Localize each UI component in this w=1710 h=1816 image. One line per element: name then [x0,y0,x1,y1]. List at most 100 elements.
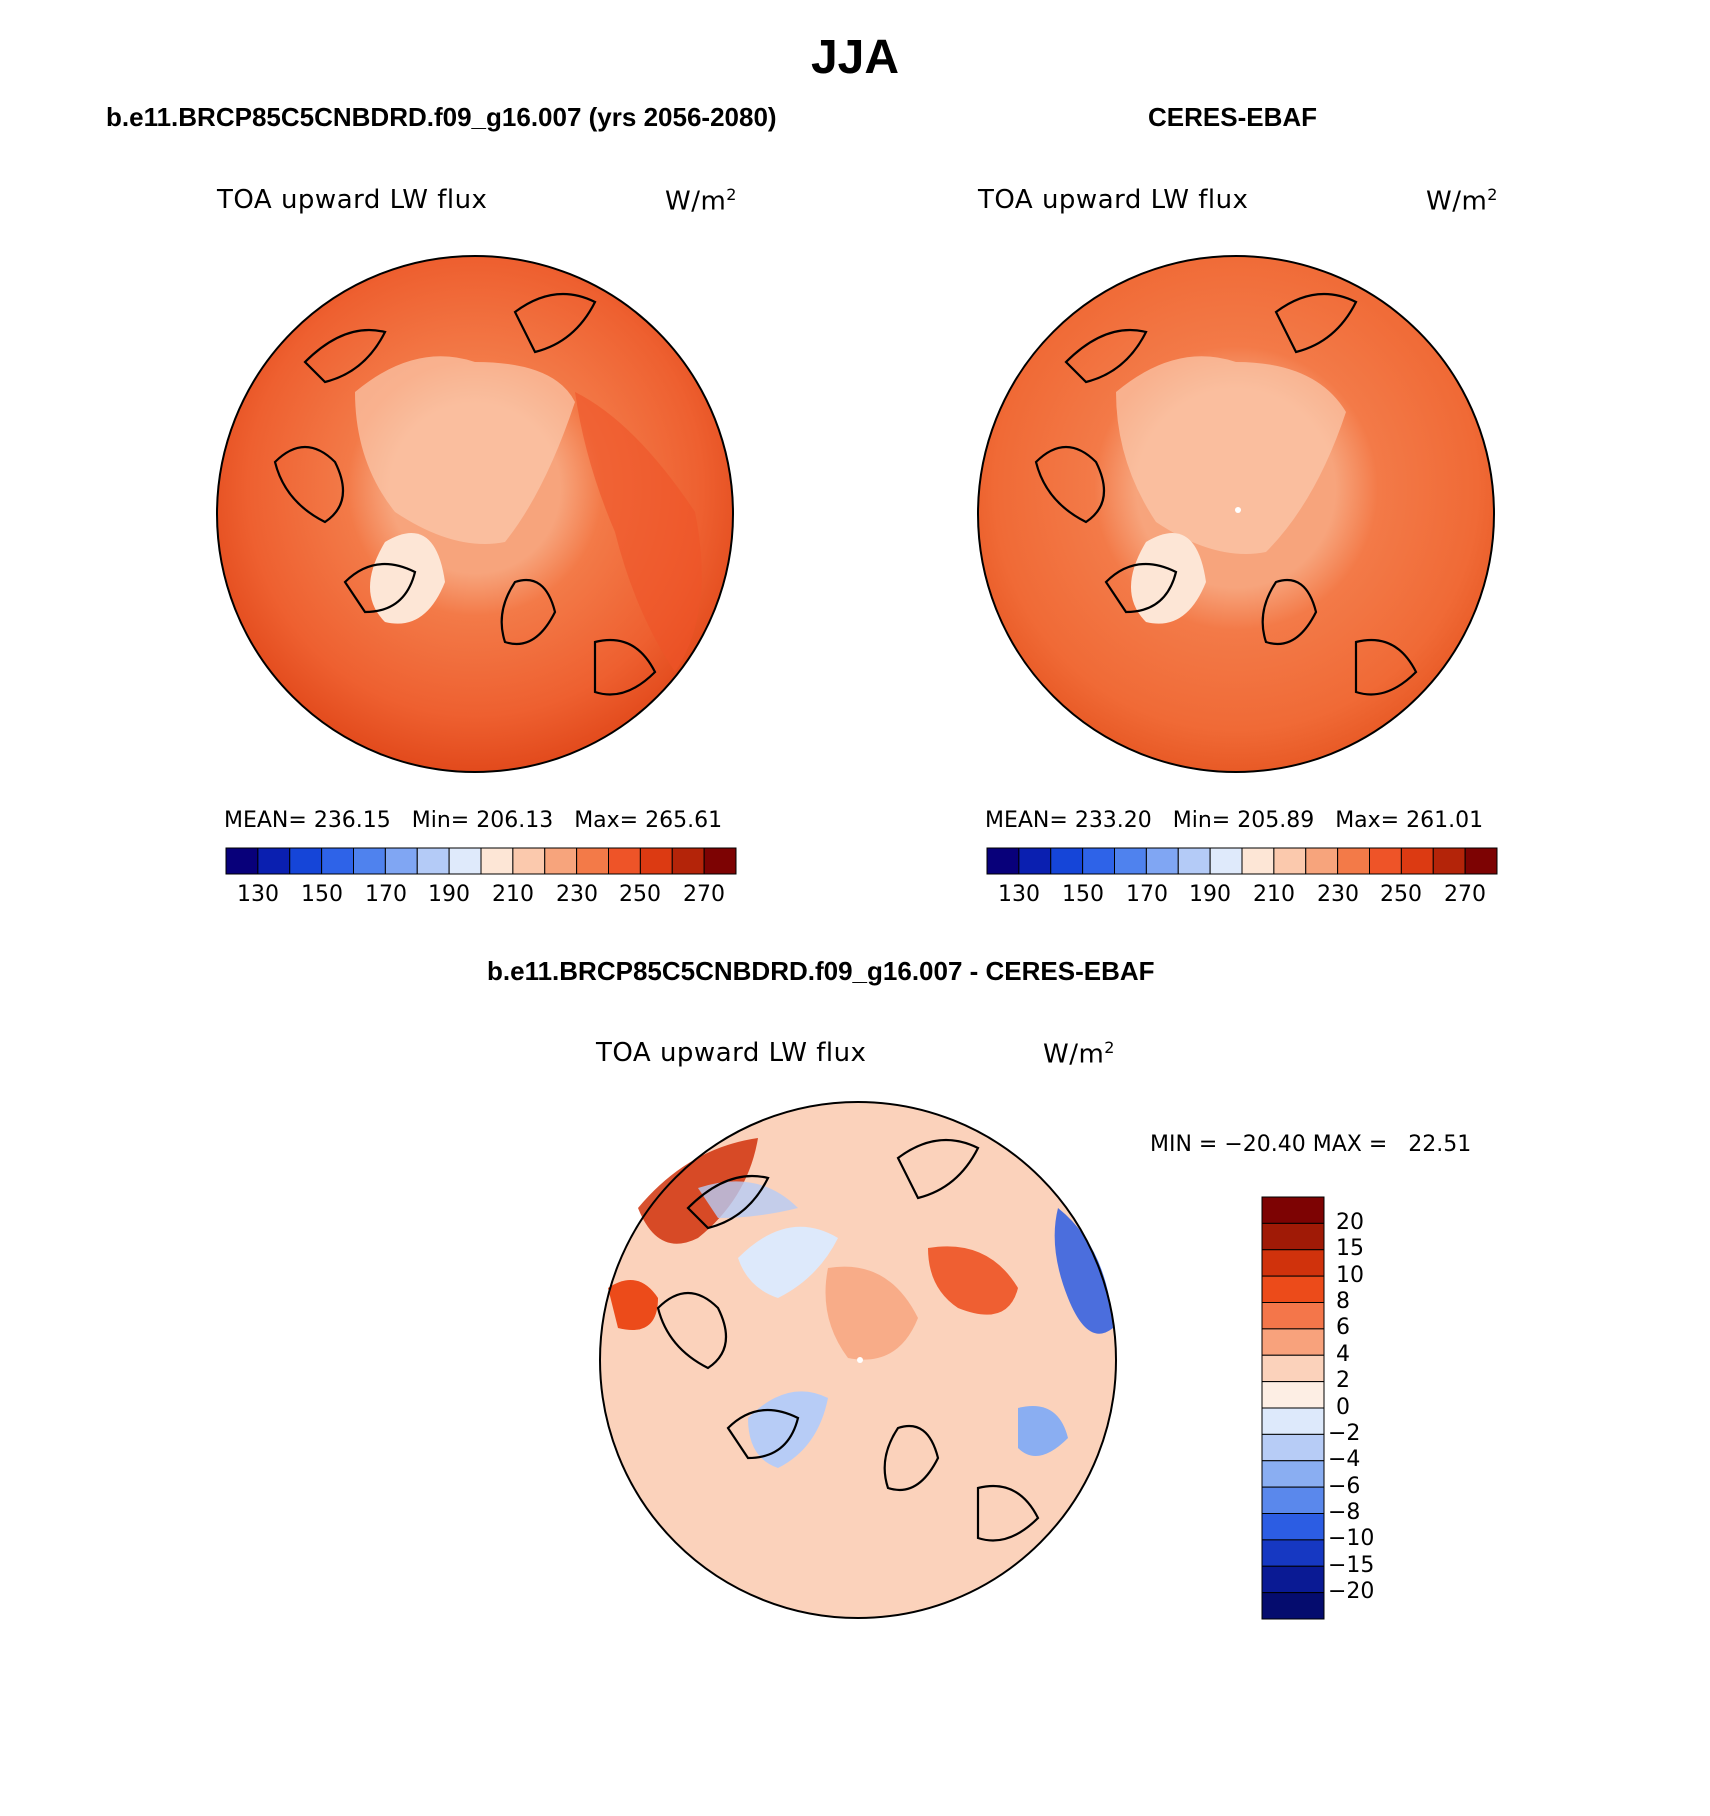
strong-negative-region [1054,1208,1113,1334]
cb3-tick-20: 20 [1336,1210,1364,1235]
cb2-tick-190: 190 [1189,882,1231,907]
panel-1-title: b.e11.BRCP85C5CNBDRD.f09_g16.007 (yrs 20… [106,102,777,132]
colorbar-swatch [353,847,386,875]
cb3-tick-0: 0 [1336,1395,1350,1420]
negative-region-north [698,1181,798,1218]
figure-title: JJA [810,31,900,84]
colorbar-swatch [1261,1275,1325,1303]
colorbar-swatch [225,847,259,875]
panel-3-stats: MIN = −20.40 MAX = 22.51 [1150,1132,1472,1157]
colorbar-swatch [1261,1381,1325,1409]
cb3-tick-neg20: −20 [1328,1579,1375,1604]
cb2-tick-150: 150 [1062,882,1104,907]
units-exponent: 2 [726,185,737,204]
cb3-tick-15: 15 [1336,1236,1364,1261]
arctic-region [355,356,575,544]
colorbar-swatch [1261,1328,1325,1356]
colorbar-swatch [1209,847,1243,875]
map-border [216,255,734,773]
colorbar-swatch [1261,1565,1325,1594]
coastlines [656,1138,1040,1542]
colorbar-swatch [1261,1407,1325,1435]
colorbar-swatch [1261,1302,1325,1330]
panel-3-variable: TOA upward LW flux [596,1038,867,1068]
colorbar-swatch [480,847,514,875]
cb1-tick-210: 210 [492,882,534,907]
panel-1-units: W/m2 [665,185,737,217]
coastlines [1034,292,1418,696]
cb2-tick-130: 130 [998,882,1040,907]
cb1-tick-130: 130 [237,882,279,907]
cb3-tick-neg10: −10 [1328,1526,1375,1551]
panel-3-map [599,1101,1117,1619]
colorbar-swatch [1241,847,1275,875]
colorbar-swatch [448,847,482,875]
colorbar-swatch [1273,847,1307,875]
pole-point [857,1357,863,1363]
arctic-region [1116,356,1346,554]
units-base: W/m [665,186,727,217]
cb1-tick-250: 250 [619,882,661,907]
colorbar-swatch [1082,847,1115,875]
panel-3-title: b.e11.BRCP85C5CNBDRD.f09_g16.007 - CERES… [487,956,1155,986]
panel-2-variable: TOA upward LW flux [978,185,1249,215]
colorbar-swatch [1177,847,1211,875]
colorbar-swatch [1400,847,1434,875]
colorbar-swatch [1305,847,1339,875]
colorbar-swatch [1261,1592,1325,1620]
cb1-tick-270: 270 [683,882,725,907]
panel-2-colorbar [986,847,1498,875]
cb2-tick-250: 250 [1380,882,1422,907]
colorbar-swatch [1261,1249,1325,1277]
colorbar-swatch [639,847,673,875]
units-base: W/m [1043,1039,1105,1070]
colorbar-swatch [1261,1539,1325,1567]
colorbar-swatch [1050,847,1084,875]
colorbar-swatch [1261,1354,1325,1383]
cb3-tick-neg2: −2 [1328,1421,1361,1446]
colorbar-swatch [608,847,641,875]
cb1-tick-150: 150 [301,882,343,907]
panel-3-units: W/m2 [1043,1038,1115,1070]
map-border [977,255,1495,773]
colorbar-swatch [544,847,578,875]
greenland-region [1131,533,1206,624]
panel-1-colorbar [225,847,737,875]
colorbar-swatch [1261,1222,1325,1251]
colorbar-swatch [1261,1486,1325,1514]
panel-2-units: W/m2 [1426,185,1498,217]
colorbar-swatch [416,847,450,875]
panel-2-stats: MEAN= 233.20 Min= 205.89 Max= 261.01 [985,808,1484,833]
colorbar-swatch [703,847,737,875]
negative-region-arctic [738,1226,838,1298]
colorbar-swatch [671,847,705,875]
colorbar-swatch [257,847,291,875]
greenland-region [370,533,445,624]
colorbar-swatch [384,847,418,875]
pole-point [1235,507,1241,513]
strong-positive-region [638,1138,758,1244]
colorbar-swatch [1261,1196,1325,1224]
colorbar-swatch [1114,847,1147,875]
negative-region-ocean [1018,1406,1068,1456]
cb3-tick-4: 4 [1336,1342,1350,1367]
panel-2-title: CERES-EBAF [1148,102,1318,132]
cb3-tick-neg8: −8 [1328,1500,1361,1525]
coastlines [273,292,657,696]
units-base: W/m [1426,186,1488,217]
cb3-tick-neg15: −15 [1328,1553,1375,1578]
panel-2-map [977,255,1495,773]
colorbar-swatch [1337,847,1370,875]
panel-3-colorbar-labels: 20 15 10 8 6 4 2 0 −2 −4 −6 −8 −10 −15 −… [1328,1197,1416,1637]
cb3-tick-neg4: −4 [1328,1447,1361,1472]
panel-1-map [216,255,734,773]
cb3-tick-2: 2 [1336,1368,1350,1393]
colorbar-swatch [289,847,323,875]
colorbar-swatch [1432,847,1466,875]
panel-1-stats: MEAN= 236.15 Min= 206.13 Max= 265.61 [224,808,723,833]
units-exponent: 2 [1487,185,1498,204]
colorbar-swatch [1464,847,1498,875]
panel-2-colorbar-labels: 130 150 170 190 210 230 250 270 [987,882,1497,912]
colorbar-swatch [512,847,546,875]
map-border [599,1101,1117,1619]
